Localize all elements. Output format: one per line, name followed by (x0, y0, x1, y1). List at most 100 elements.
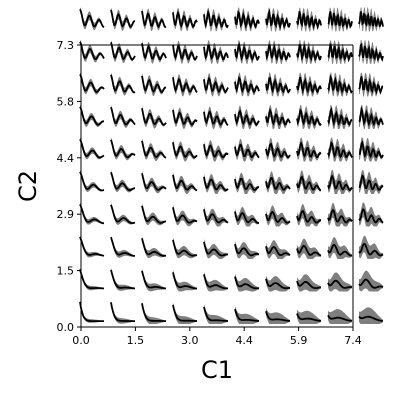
mean-curve (296, 76, 322, 95)
glyph-cell (234, 273, 260, 292)
mean-curve (327, 208, 353, 224)
mean-curve (327, 43, 353, 62)
uncertainty-band (142, 105, 166, 129)
mean-curve (110, 237, 135, 257)
glyph-cell (234, 7, 260, 32)
mean-curve (234, 308, 260, 322)
mean-curve (265, 210, 291, 224)
uncertainty-band (204, 238, 228, 259)
glyph-cell (79, 170, 105, 192)
uncertainty-band (111, 202, 135, 225)
mean-curve (327, 174, 353, 192)
glyph-cell (358, 307, 383, 324)
mean-curve (265, 311, 290, 322)
mean-curve (110, 9, 136, 28)
y-axis-label: C2 (14, 170, 42, 202)
mean-curve (358, 42, 384, 63)
mean-curve (110, 139, 136, 159)
mean-curve (203, 274, 228, 290)
mean-curve (327, 279, 353, 289)
uncertainty-band (328, 237, 352, 259)
mean-curve (141, 75, 167, 94)
mean-curve (79, 73, 105, 93)
glyph-cell (296, 105, 322, 129)
y-tick-label: 4.4 (57, 152, 75, 165)
mean-curve (110, 42, 136, 61)
glyph-cell (79, 268, 105, 291)
glyph-cell (203, 40, 229, 64)
glyph-cell (234, 105, 260, 129)
mean-curve (358, 315, 383, 322)
glyph-cell (110, 7, 136, 31)
glyph-cell (110, 170, 136, 193)
mean-curve (203, 9, 229, 29)
glyph-cell (358, 105, 384, 129)
glyph-cell (203, 106, 229, 129)
glyph-cell (234, 240, 260, 259)
mean-curve (141, 10, 167, 29)
mean-curve (296, 11, 322, 30)
glyph-cell (110, 268, 135, 291)
glyph-cell (110, 300, 135, 324)
glyph-cell (327, 137, 353, 162)
glyph-cell (141, 105, 167, 129)
uncertainty-band (111, 170, 135, 193)
glyph-cell (79, 7, 105, 31)
mean-curve (327, 74, 353, 95)
glyph-cell (265, 275, 291, 292)
glyph-cell (234, 72, 260, 97)
glyph-cell (79, 137, 105, 160)
uncertainty-band (142, 236, 166, 259)
x-tick-label: 3.0 (181, 334, 199, 347)
y-axis: 0.0 1.5 2.9 4.4 5.8 7.3 (57, 39, 81, 334)
glyph-cell (296, 170, 321, 194)
glyph-cell (327, 7, 353, 32)
uncertainty-band (142, 203, 166, 226)
glyph-cell (296, 309, 322, 324)
mean-curve (141, 140, 167, 159)
mean-curve (141, 173, 167, 191)
glyph-cell (79, 235, 105, 258)
glyph-cell (172, 269, 197, 292)
mean-curve (110, 74, 136, 94)
glyph-cell (141, 170, 167, 194)
x-tick-label: 1.5 (127, 334, 145, 347)
glyph-cell (141, 138, 167, 161)
glyph-cell (265, 72, 291, 97)
uncertainty-band (142, 40, 166, 64)
glyph-cell (327, 202, 353, 227)
mean-curve (172, 77, 198, 93)
uncertainty-band (142, 138, 166, 161)
x-tick-label: 0.0 (72, 334, 90, 347)
glyph-cell (203, 140, 229, 162)
mean-curve (172, 10, 198, 29)
mean-curve (296, 108, 322, 127)
glyph-cell (141, 236, 166, 259)
glyph-cell (327, 309, 353, 324)
glyph-cell (327, 40, 353, 64)
mean-curve (358, 174, 384, 191)
glyph-cell (79, 202, 105, 225)
uncertainty-band (204, 206, 228, 227)
glyph-cell (358, 270, 384, 292)
mean-curve (79, 41, 105, 61)
mean-curve (296, 141, 322, 159)
glyph-cell (203, 271, 228, 292)
mean-curve (296, 313, 322, 322)
uncertainty-band (111, 137, 135, 161)
mean-curve (234, 75, 260, 94)
mean-curve (172, 239, 198, 257)
uncertainty-band (173, 204, 197, 227)
glyph-cell (234, 138, 260, 162)
x-axis-label: C1 (201, 356, 233, 384)
mean-curve (79, 106, 104, 126)
mean-curve (358, 278, 384, 289)
mean-curve (79, 171, 105, 192)
uncertainty-band (173, 139, 197, 162)
uncertainty-band (328, 272, 352, 292)
mean-curve (110, 302, 135, 322)
mean-curve (265, 246, 291, 257)
glyph-cell (358, 137, 384, 162)
mean-curve (79, 236, 105, 257)
